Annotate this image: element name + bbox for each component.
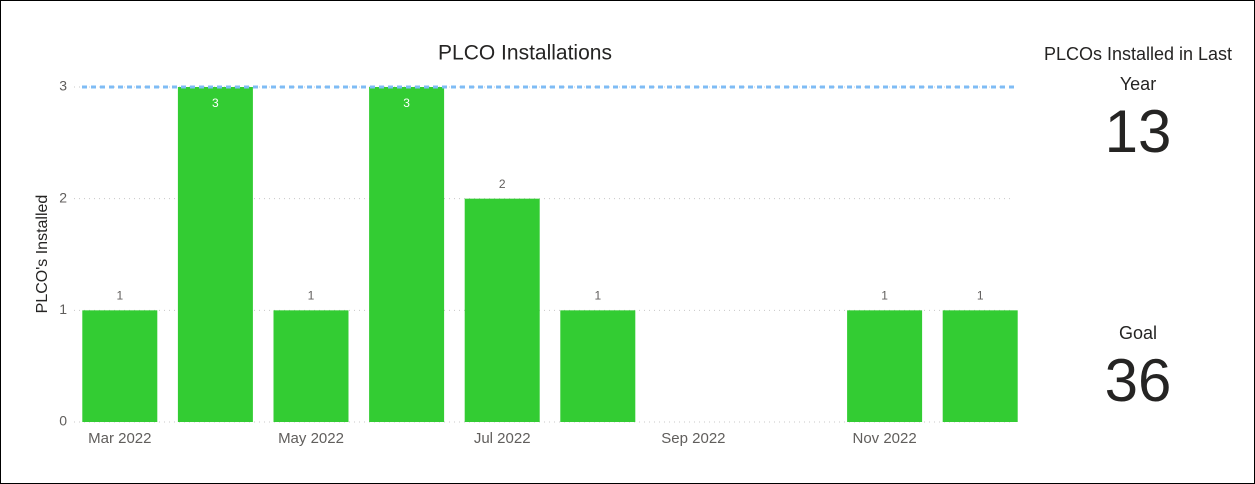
data-label: 1 <box>308 289 315 303</box>
data-label: 1 <box>977 289 984 303</box>
bar <box>82 310 158 422</box>
x-tick-label: Mar 2022 <box>88 430 151 447</box>
y-tick-label: 2 <box>59 189 67 205</box>
y-tick-label: 0 <box>59 413 67 429</box>
chart: PLCO Installations PLCO's Installed 0 1 2 3… <box>34 42 1018 447</box>
y-tick-label: 3 <box>59 78 67 94</box>
data-label: 1 <box>594 289 601 303</box>
chart-title: PLCO Installations <box>438 42 612 65</box>
x-tick-label: Jul 2022 <box>474 430 531 447</box>
data-label: 2 <box>499 177 506 191</box>
data-label: 3 <box>212 96 219 110</box>
bar <box>369 87 445 422</box>
data-label: 1 <box>116 289 123 303</box>
bar <box>177 87 253 422</box>
bar <box>942 310 1018 422</box>
bar <box>560 310 636 422</box>
y-axis-title: PLCO's Installed <box>34 195 51 314</box>
data-label: 1 <box>881 289 888 303</box>
bar <box>464 198 540 422</box>
x-tick-label: Nov 2022 <box>852 430 916 447</box>
card-label: PLCOs Installed in Last Year <box>1043 44 1233 94</box>
card-label: Goal <box>1118 323 1158 343</box>
card: PLCOs Installed in Last Year 13 <box>1031 39 1245 165</box>
data-label: 3 <box>403 96 410 110</box>
card-value: 36 <box>1104 347 1172 414</box>
bar <box>273 310 349 422</box>
bar <box>847 310 923 422</box>
x-tick-label: May 2022 <box>278 430 344 447</box>
x-tick-label: Sep 2022 <box>661 430 725 447</box>
card: Goal 36 <box>1031 318 1245 414</box>
y-tick-label: 1 <box>59 301 67 317</box>
card-value: 13 <box>1104 98 1172 165</box>
